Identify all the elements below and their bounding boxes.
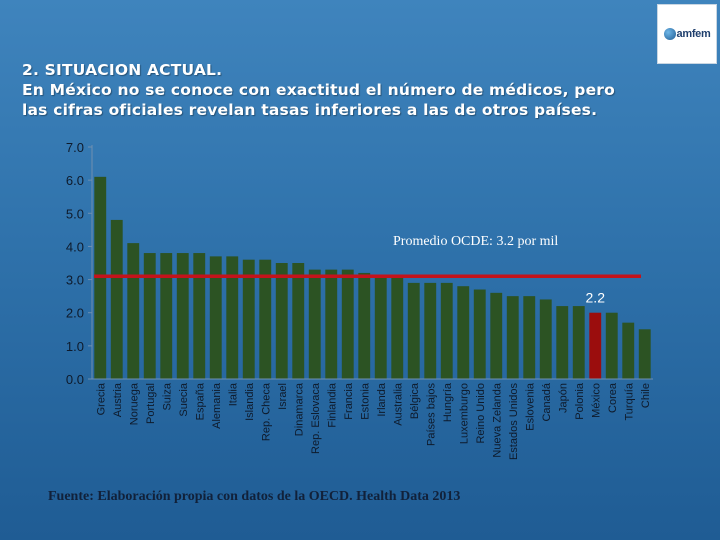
bar — [473, 289, 486, 379]
bar — [407, 282, 420, 379]
bar — [308, 269, 321, 379]
amfem-logo: amfem — [657, 4, 717, 64]
bar — [457, 286, 470, 379]
category-label: Turquía — [623, 382, 635, 420]
title-line-1: 2. SITUACION ACTUAL. — [22, 61, 223, 79]
category-label: Italia — [227, 382, 239, 406]
y-tick-label: 7.0 — [66, 140, 84, 155]
title-line-2: En México no se conoce con exactitud el … — [22, 81, 615, 99]
category-label: Irlanda — [376, 382, 388, 417]
category-label: Noruega — [128, 382, 140, 425]
bar — [275, 263, 288, 379]
category-label: Israel — [277, 383, 289, 410]
bar — [176, 253, 189, 379]
bar — [523, 296, 536, 379]
category-label: Dinamarca — [293, 382, 305, 436]
bar — [193, 253, 206, 379]
category-label: España — [194, 382, 206, 420]
logo-text: amfem — [676, 28, 711, 40]
bar — [259, 259, 272, 379]
bar — [391, 276, 404, 379]
category-label: Eslovenia — [524, 382, 536, 431]
y-tick-label: 4.0 — [66, 239, 84, 254]
bar — [638, 329, 651, 379]
category-label: Corea — [607, 382, 619, 413]
bar — [127, 243, 140, 379]
y-tick-label: 5.0 — [66, 206, 84, 221]
y-tick-label: 2.0 — [66, 306, 84, 321]
category-label: Rep. Checa — [260, 382, 272, 441]
bar — [358, 272, 371, 379]
category-label: Chile — [640, 383, 652, 408]
category-label: Rep. Eslovaca — [310, 382, 322, 454]
bar — [226, 256, 239, 379]
category-label: Estados Unidos — [508, 383, 520, 461]
category-label: Japón — [557, 383, 569, 413]
category-label: Suecia — [178, 382, 190, 417]
y-tick-label: 3.0 — [66, 273, 84, 288]
category-label: Canadá — [541, 382, 553, 421]
category-label: Hungría — [442, 382, 454, 422]
bar — [490, 292, 503, 379]
source-note: Fuente: Elaboración propia con datos de … — [48, 489, 461, 504]
category-label: Países bajos — [425, 383, 437, 446]
category-label: Luxemburgo — [458, 383, 470, 444]
category-label: Polonia — [574, 382, 586, 420]
slide-title: 2. SITUACION ACTUAL. En México no se con… — [22, 60, 662, 120]
highlight-value-label: 2.2 — [586, 290, 606, 306]
bar — [292, 263, 305, 379]
category-label: Grecia — [95, 382, 107, 415]
globe-icon — [663, 28, 676, 40]
title-line-3: las cifras oficiales revelan tasas infer… — [22, 101, 598, 119]
bar — [572, 306, 585, 379]
category-label: Islandia — [244, 382, 256, 421]
category-label: Reino Unido — [475, 383, 487, 444]
y-tick-label: 6.0 — [66, 173, 84, 188]
category-label: Bélgica — [409, 382, 421, 419]
category-label: Finlandia — [326, 382, 338, 428]
bar — [605, 312, 618, 379]
bar — [143, 253, 156, 379]
category-label: Australia — [392, 382, 404, 426]
category-label: Austria — [112, 382, 124, 417]
category-label: Estonia — [359, 382, 371, 420]
category-label: Francia — [343, 382, 355, 420]
average-label: Promedio OCDE: 3.2 por mil — [393, 234, 558, 249]
bar — [622, 322, 635, 379]
bar-highlight — [589, 312, 602, 379]
category-label: Alemania — [211, 382, 223, 429]
bar — [374, 276, 387, 379]
category-label: Nueva Zelanda — [491, 382, 503, 457]
category-label: Portugal — [145, 383, 157, 424]
bar — [424, 282, 437, 379]
bar — [539, 299, 552, 379]
y-tick-label: 1.0 — [66, 339, 84, 354]
y-tick-label: 0.0 — [66, 372, 84, 387]
bar — [556, 306, 569, 379]
bar — [440, 282, 453, 379]
bar — [341, 269, 354, 379]
bar — [209, 256, 222, 379]
category-label: México — [590, 383, 602, 418]
bar — [242, 259, 255, 379]
bar — [325, 269, 338, 379]
category-label: Suiza — [161, 382, 173, 410]
bar — [110, 219, 123, 379]
bar — [160, 253, 173, 379]
bar — [506, 296, 519, 379]
